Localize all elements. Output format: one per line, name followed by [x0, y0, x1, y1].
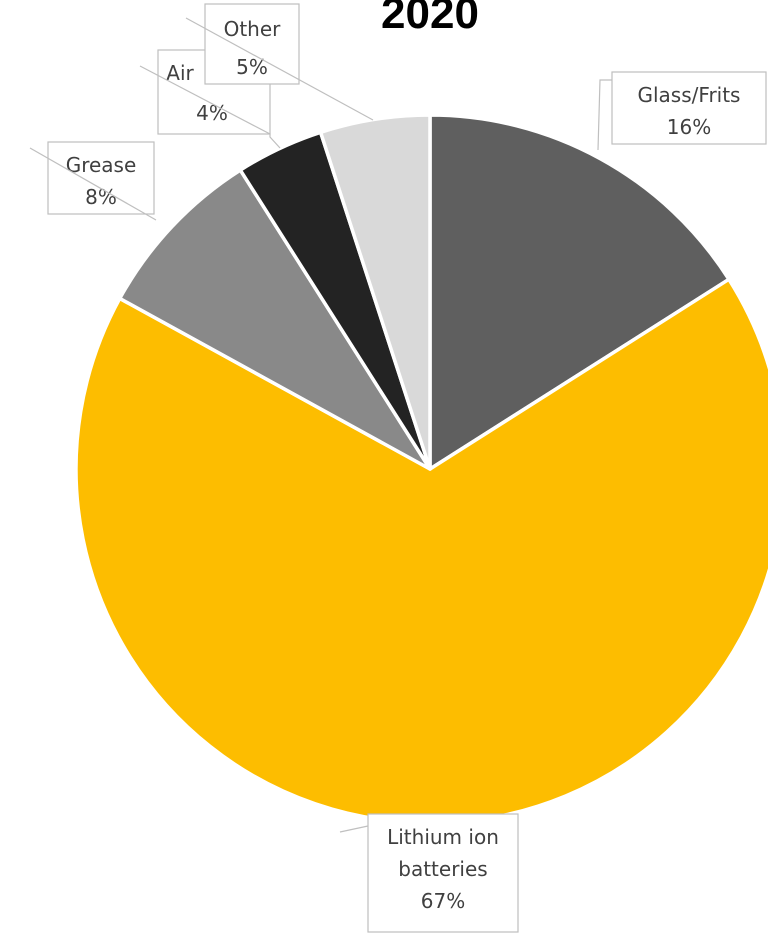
leader-line [185, 17, 374, 121]
slice-labels: Glass/Frits 16% Lithium ion batteries 67% Gre… [29, 3, 767, 933]
label-value: 16% [667, 115, 711, 139]
label-category: Lithium ion [387, 825, 499, 849]
label-category: Glass/Frits [638, 83, 741, 107]
data-label-glass-frits: Glass/Frits 16% [597, 71, 767, 151]
leader-line [339, 825, 369, 833]
leader-line [29, 147, 157, 221]
pie-slices [74, 113, 768, 825]
pie-slice-other [318, 113, 432, 471]
label-category: batteries [398, 857, 487, 881]
label-box [47, 141, 155, 215]
chart-title: 2020 [381, 0, 479, 38]
label-value: 67% [421, 889, 465, 913]
label-value: 5% [236, 55, 268, 79]
data-label-lithium-ion-batteries: Lithium ion batteries 67% [339, 813, 519, 933]
label-value: 4% [196, 101, 228, 125]
label-category: Grease [66, 153, 137, 177]
leader-line [139, 65, 281, 149]
label-box [367, 813, 519, 933]
label-box [611, 71, 767, 145]
leader-line [597, 79, 612, 151]
data-label-other: Other 5% [185, 3, 374, 121]
label-category: Air [166, 61, 194, 85]
pie-slice-grease [118, 168, 432, 471]
label-category: Other [224, 17, 282, 41]
pie-slice-glass-frits [428, 113, 731, 471]
